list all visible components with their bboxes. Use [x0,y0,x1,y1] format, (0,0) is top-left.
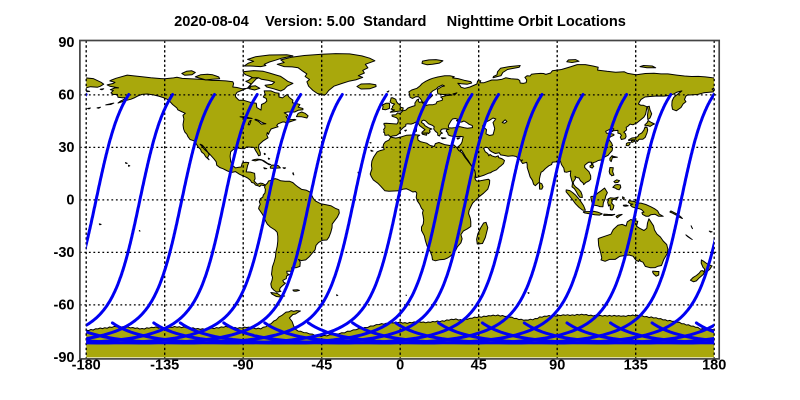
svg-text:-60: -60 [54,298,75,314]
svg-text:90: 90 [549,358,565,374]
svg-text:-30: -30 [54,245,75,261]
svg-text:60: 60 [58,88,74,104]
svg-text:30: 30 [58,140,74,156]
svg-text:-135: -135 [150,358,179,374]
svg-text:-90: -90 [54,350,75,366]
svg-text:180: 180 [702,358,726,374]
svg-text:0: 0 [66,193,74,209]
svg-text:-90: -90 [233,358,254,374]
svg-text:0: 0 [396,358,404,374]
svg-text:-180: -180 [72,358,101,374]
svg-text:135: 135 [624,358,648,374]
svg-text:45: 45 [471,358,487,374]
svg-text:2020-08-04 Version: 5.00 S: 2020-08-04 Version: 5.00 Standard Nightt… [174,14,626,30]
svg-text:90: 90 [58,35,74,51]
svg-text:-45: -45 [311,358,332,374]
